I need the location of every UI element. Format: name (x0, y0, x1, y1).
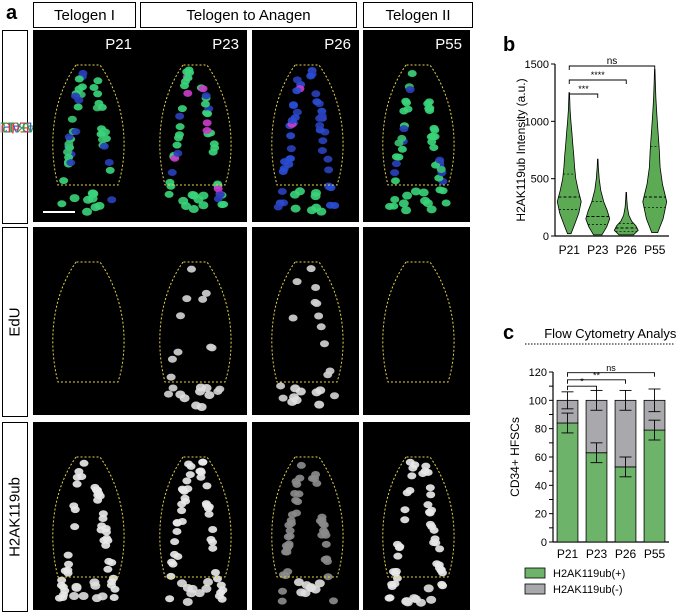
micrograph-tile (363, 227, 470, 415)
header-telogen-2: Telogen II (363, 2, 473, 28)
row-label-edu-box: EdU (2, 227, 28, 417)
violin (556, 92, 582, 235)
y-tick-label: 0 (541, 537, 547, 549)
y-tick-label: 80 (535, 424, 547, 436)
y-axis-label: CD34+ HFSCs (508, 417, 522, 497)
micrograph-tile: P23 (140, 30, 247, 222)
significance-label: ** (593, 370, 601, 380)
y-tick-label: 0 (543, 231, 549, 243)
header-telogen-to-anagen: Telogen to Anagen (140, 2, 357, 28)
significance-label: * (580, 377, 584, 387)
micrograph-tile: P21 (33, 30, 140, 222)
header-telogen-1: Telogen I (33, 2, 136, 28)
significance-bracket (567, 379, 626, 384)
legend-swatch (524, 567, 546, 579)
stacked-bar-chart: Flow Cytometry Analysis 0 20 40 60 80 100 120 CD… (508, 326, 677, 596)
violin (585, 158, 611, 236)
y-axis-label: H2AK119ub Intensity (a.u.) (515, 78, 528, 221)
timepoint-label: P26 (324, 36, 351, 53)
legend-swatch (524, 583, 546, 595)
row-label-h2ak: H2AK119ub (6, 477, 24, 557)
violin (642, 69, 668, 233)
micrograph-tile (363, 422, 470, 610)
micrograph-tile (140, 422, 247, 610)
panel-a-label: a (6, 2, 18, 24)
micrograph-tile: P55 (363, 30, 470, 222)
significance-label: *** (578, 84, 589, 94)
micrograph-tile (252, 227, 359, 415)
significance-label: ns (606, 363, 616, 373)
bar-positive (585, 452, 608, 543)
timepoint-label: P23 (212, 36, 239, 53)
significance-bracket (567, 385, 597, 391)
significance-bracket (568, 79, 627, 84)
bar-positive (614, 466, 637, 543)
violin (613, 192, 639, 236)
x-tick-label: P55 (644, 547, 666, 561)
x-tick-label: P26 (615, 547, 637, 561)
x-tick-label: P23 (587, 243, 609, 257)
micrograph-tile (33, 422, 140, 610)
y-tick-label: 20 (535, 509, 547, 521)
y-tick-label: 100 (529, 395, 547, 407)
x-tick-label: P21 (557, 547, 579, 561)
significance-bracket (567, 372, 655, 377)
y-tick-label: 1500 (525, 59, 549, 71)
row-label-h2ak-box: H2AK119ub (2, 422, 28, 612)
x-tick-label: P23 (586, 547, 608, 561)
panel-c-label: c (503, 322, 515, 344)
micrograph-tile: P26 (252, 30, 359, 222)
row-label-merge: DAPI EdU H2AK119ub (0, 30, 55, 224)
chart-title: Flow Cytometry Analysis (544, 326, 677, 341)
panel-b-label: b (503, 34, 516, 56)
significance-label: ns (607, 56, 618, 67)
violin-chart: 0 500 1000 1500 H2AK119ub Intensity (a.u.) P2… (515, 56, 669, 257)
x-tick-label: P26 (616, 243, 638, 257)
micrograph-tile (140, 227, 247, 415)
y-tick-label: 1000 (525, 116, 549, 128)
significance-label: **** (591, 70, 606, 80)
y-tick-label: 500 (531, 174, 549, 186)
x-tick-label: P55 (644, 243, 666, 257)
bar-positive (556, 422, 579, 543)
y-tick-label: 60 (535, 452, 547, 464)
legend-label: H2AK119ub(-) (553, 584, 623, 596)
timepoint-label: P55 (435, 36, 462, 53)
timepoint-label: P21 (105, 36, 132, 53)
x-tick-label: P21 (559, 243, 581, 257)
row-label-edu: EdU (6, 307, 24, 337)
significance-bracket (568, 93, 599, 98)
y-tick-label: 120 (529, 367, 547, 379)
micrograph-tile (252, 422, 359, 610)
y-tick-label: 40 (535, 480, 547, 492)
significance-bracket (568, 65, 656, 70)
bar-positive (643, 429, 666, 543)
micrograph-tile (33, 227, 140, 415)
legend-label: H2AK119ub(+) (553, 568, 625, 580)
